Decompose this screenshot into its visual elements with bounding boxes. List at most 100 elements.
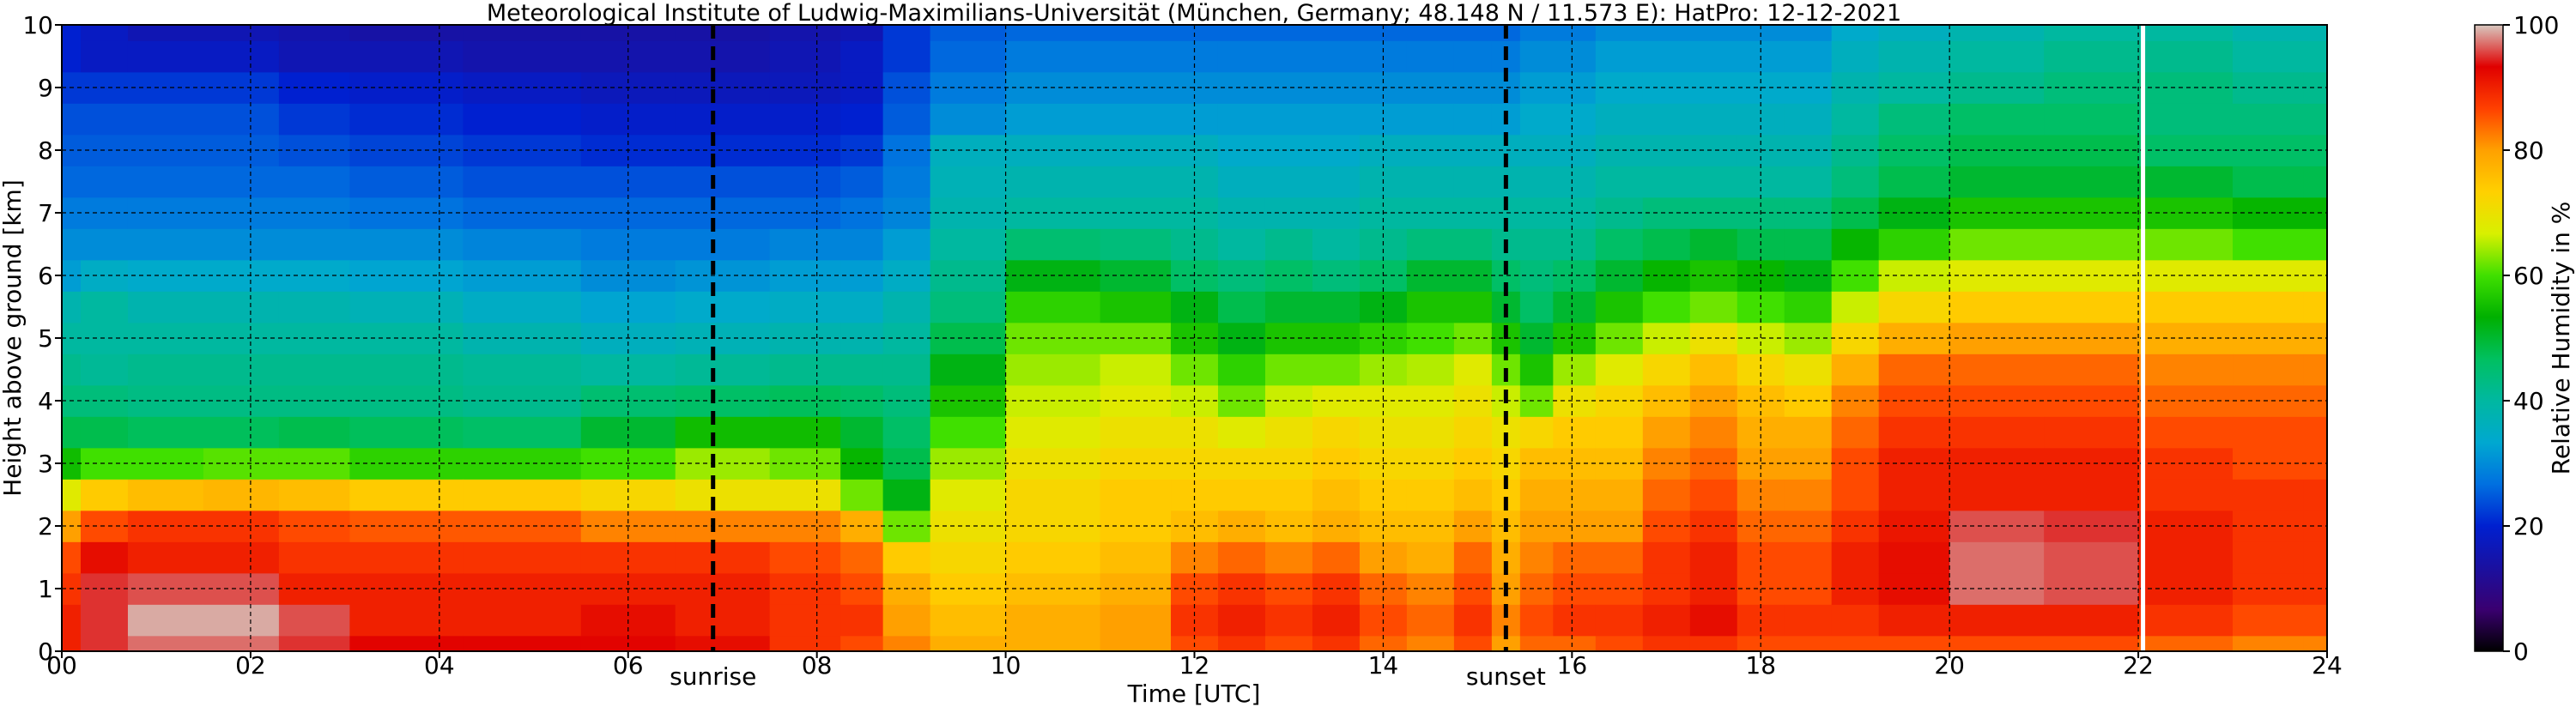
heatmap-cell	[2303, 291, 2328, 323]
x-tick-label: 10	[991, 651, 1021, 680]
heatmap-cell	[1642, 479, 1691, 511]
heatmap-cell	[278, 228, 350, 261]
heatmap-cell	[1217, 354, 1266, 386]
heatmap-cell	[1949, 479, 2045, 511]
heatmap-cell	[1831, 416, 1880, 449]
heatmap-cell	[62, 354, 82, 386]
x-tick-label: 16	[1557, 651, 1588, 680]
heatmap-cell	[463, 479, 582, 511]
heatmap-cell	[1553, 572, 1597, 605]
heatmap-cell	[1689, 166, 1738, 198]
heatmap-cell	[278, 322, 350, 354]
heatmap-cell	[1553, 635, 1597, 652]
heatmap-cell	[1519, 635, 1554, 652]
heatmap-cell	[2138, 228, 2234, 261]
heatmap-cell	[1312, 635, 1361, 652]
heatmap-cell	[1264, 71, 1313, 104]
heatmap-cell	[1005, 479, 1101, 511]
heatmap-cell	[1264, 322, 1313, 354]
heatmap-cell	[1264, 103, 1313, 136]
heatmap-cell	[2303, 134, 2328, 166]
heatmap-cell	[1878, 604, 1950, 637]
heatmap-cell	[1217, 166, 1266, 198]
heatmap-cell	[930, 541, 1007, 574]
heatmap-cell	[2138, 416, 2234, 449]
heatmap-cell	[1005, 354, 1101, 386]
heatmap-cell	[278, 134, 350, 166]
heatmap-cell	[1100, 40, 1172, 73]
heatmap-cell	[2233, 25, 2305, 41]
x-axis: 00 02 04 06 08 10 12 14 16 18 20 22 24	[46, 651, 2343, 680]
heatmap-cell	[1784, 479, 1833, 511]
heatmap-cell	[1100, 635, 1172, 652]
heatmap-cell	[1312, 103, 1361, 136]
heatmap-cell	[675, 103, 771, 136]
x-tick-label: 18	[1745, 651, 1776, 680]
heatmap-cell	[882, 228, 931, 261]
heatmap-cell	[1491, 635, 1521, 652]
heatmap-cell	[80, 541, 129, 574]
heatmap-cell	[1553, 384, 1597, 417]
heatmap-cell	[675, 416, 771, 449]
heatmap-cell	[2044, 510, 2139, 542]
x-tick-label: 12	[1179, 651, 1210, 680]
heatmap-cell	[1553, 259, 1597, 292]
heatmap-cell	[1217, 228, 1266, 261]
heatmap-cell	[1689, 416, 1738, 449]
heatmap-cell	[1005, 635, 1101, 652]
heatmap-cell	[1642, 25, 1691, 41]
heatmap-cell	[1642, 322, 1691, 354]
heatmap-cell	[127, 416, 204, 449]
heatmap-cell	[463, 291, 582, 323]
heatmap-cell	[1784, 228, 1833, 261]
heatmap-cell	[2303, 416, 2328, 449]
heatmap-cell	[2303, 71, 2328, 104]
heatmap-cell	[1264, 541, 1313, 574]
heatmap-cell	[127, 604, 204, 637]
heatmap-cell	[2138, 354, 2234, 386]
heatmap-cell	[1217, 479, 1266, 511]
heatmap-cell	[840, 604, 884, 637]
heatmap-cell	[1406, 103, 1455, 136]
heatmap-cell	[1553, 196, 1597, 229]
heatmap-cell	[2303, 259, 2328, 292]
heatmap-cell	[1264, 384, 1313, 417]
heatmap-cell	[930, 291, 1007, 323]
heatmap-cell	[463, 166, 582, 198]
heatmap-cell	[203, 103, 280, 136]
heatmap-cell	[1005, 25, 1101, 41]
heatmap-cell	[675, 541, 771, 574]
heatmap-cell	[1453, 479, 1493, 511]
heatmap-cell	[1689, 103, 1738, 136]
y-axis-label: Height above ground [km]	[0, 179, 27, 497]
heatmap-cell	[127, 354, 204, 386]
heatmap-cell	[1100, 479, 1172, 511]
heatmap-cell	[278, 71, 350, 104]
heatmap-cell	[1264, 510, 1313, 542]
heatmap-cell	[1878, 384, 1950, 417]
event-lines: sunrise sunset	[670, 25, 1546, 691]
heatmap-cell	[1595, 447, 1644, 480]
heatmap-cell	[1689, 291, 1738, 323]
heatmap-cell	[840, 479, 884, 511]
heatmap-cell	[1878, 322, 1950, 354]
heatmap-cell	[203, 479, 280, 511]
heatmap-cell	[1595, 635, 1644, 652]
heatmap-cell	[1312, 25, 1361, 41]
heatmap-cell	[1595, 322, 1644, 354]
heatmap-cell	[1831, 479, 1880, 511]
heatmap-cell	[1689, 228, 1738, 261]
heatmap-cell	[1519, 228, 1554, 261]
heatmap-cell	[930, 228, 1007, 261]
heatmap-cell	[675, 479, 771, 511]
heatmap-cell	[675, 635, 771, 652]
heatmap-cell	[1553, 322, 1597, 354]
heatmap-cell	[203, 604, 280, 637]
heatmap-cell	[349, 25, 464, 41]
heatmap-cell	[1553, 479, 1597, 511]
heatmap-cell	[1689, 134, 1738, 166]
heatmap-cell	[882, 291, 931, 323]
heatmap-cell	[2044, 228, 2139, 261]
heatmap-cell	[1005, 416, 1101, 449]
heatmap-cell	[1312, 541, 1361, 574]
